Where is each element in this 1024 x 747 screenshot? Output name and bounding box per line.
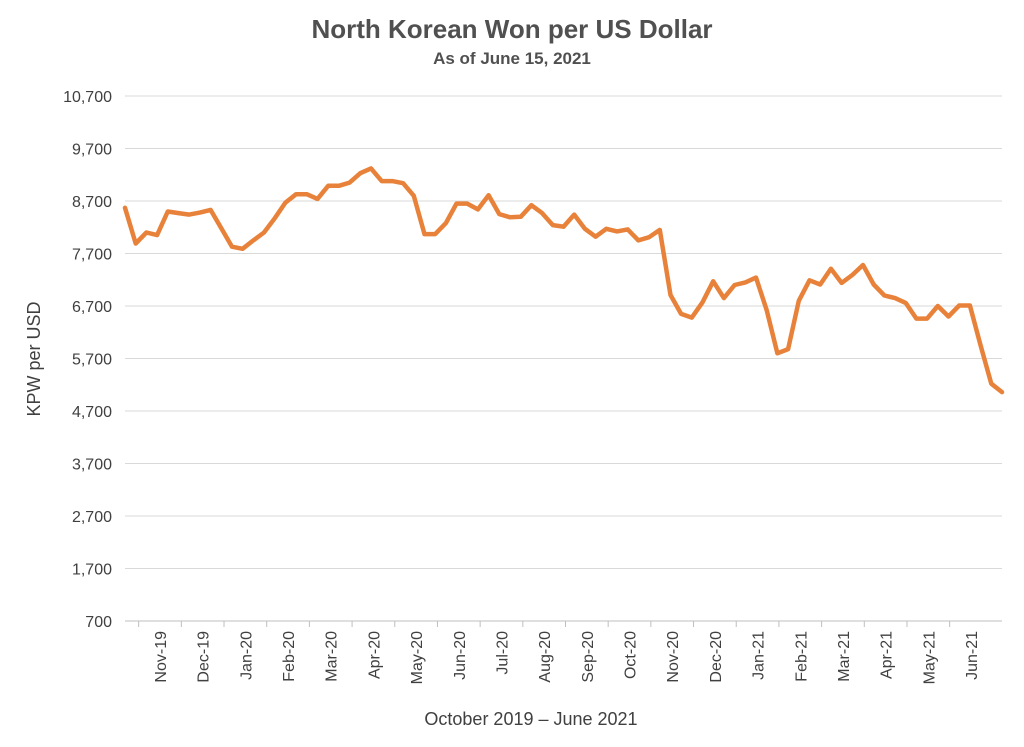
y-axis-ticks: 10,700 9,700 8,700 7,700 6,700 5,700 4,700 3,70… xyxy=(63,89,112,631)
x-tick-label: May-20 xyxy=(409,631,426,684)
x-tick-label: Apr-21 xyxy=(879,631,896,679)
x-tick-label: Aug-20 xyxy=(537,631,554,683)
x-tick-label: Nov-20 xyxy=(665,631,682,683)
y-tick-label: 6,700 xyxy=(72,299,112,316)
x-tick-label: Nov-19 xyxy=(153,631,170,683)
y-tick-label: 8,700 xyxy=(72,194,112,211)
x-tick-label: Jun-21 xyxy=(964,631,981,680)
y-axis-label: KPW per USD xyxy=(24,301,44,416)
x-tick-label: Mar-21 xyxy=(836,631,853,682)
y-tick-label: 9,700 xyxy=(72,142,112,159)
x-axis xyxy=(125,620,1002,627)
x-axis-label: October 2019 – June 2021 xyxy=(424,709,637,729)
y-tick-label: 2,700 xyxy=(72,509,112,526)
y-tick-label: 5,700 xyxy=(72,352,112,369)
x-axis-ticks: Nov-19 Dec-19 Jan-20 Feb-20 Mar-20 Apr-20 May-… xyxy=(153,631,981,684)
chart-title: North Korean Won per US Dollar xyxy=(311,14,713,44)
x-tick-label: May-21 xyxy=(921,631,938,684)
x-tick-label: Jan-21 xyxy=(751,631,768,680)
x-tick-label: Oct-20 xyxy=(623,631,640,679)
y-tick-label: 10,700 xyxy=(63,89,112,106)
x-tick-label: Dec-20 xyxy=(708,631,725,683)
x-tick-label: Feb-20 xyxy=(281,631,298,682)
y-tick-label: 700 xyxy=(85,614,112,631)
y-tick-label: 7,700 xyxy=(72,247,112,264)
x-tick-label: Feb-21 xyxy=(793,631,810,682)
x-tick-label: Jan-20 xyxy=(238,631,255,680)
x-tick-label: Sep-20 xyxy=(580,631,597,683)
x-tick-label: Jun-20 xyxy=(452,631,469,680)
x-tick-label: Apr-20 xyxy=(366,631,383,679)
x-tick-label: Jul-20 xyxy=(494,631,511,675)
y-tick-label: 1,700 xyxy=(72,562,112,579)
series-line-kpw xyxy=(122,166,1005,395)
x-tick-label: Dec-19 xyxy=(196,631,213,683)
y-tick-label: 4,700 xyxy=(72,404,112,421)
y-tick-label: 3,700 xyxy=(72,457,112,474)
gridlines xyxy=(125,95,1002,622)
x-tick-label: Mar-20 xyxy=(324,631,341,682)
chart-subtitle: As of June 15, 2021 xyxy=(433,49,591,68)
